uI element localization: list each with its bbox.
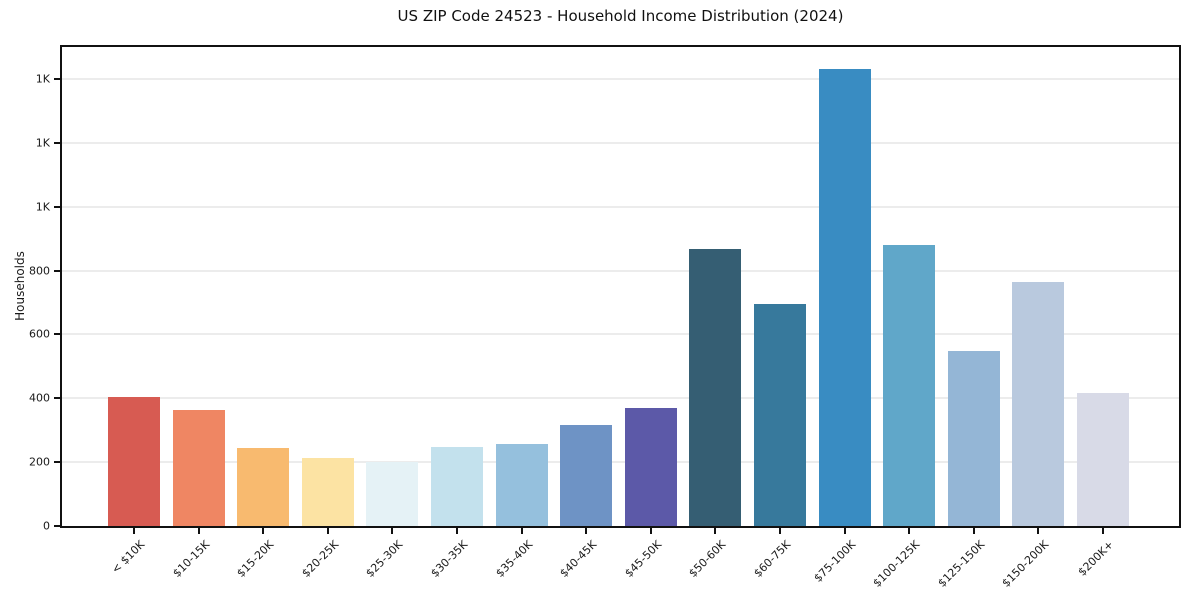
x-tick-label: $75-100K xyxy=(810,538,858,585)
y-gridline xyxy=(62,461,1179,464)
x-tick-mark xyxy=(456,528,458,534)
x-tick-mark xyxy=(908,528,911,534)
bar-20-25k xyxy=(301,457,354,526)
x-tick-label: $10-15K xyxy=(169,538,212,580)
x-tick-label: $125-150K xyxy=(935,538,987,590)
y-tick-label: 400 xyxy=(29,391,50,405)
x-tick-mark xyxy=(262,528,265,534)
y-tick-label: 1K xyxy=(35,200,50,214)
y-tick-label: 1K xyxy=(35,136,50,150)
x-tick-mark xyxy=(1102,528,1104,534)
y-tick-mark xyxy=(54,77,60,80)
chart-title: US ZIP Code 24523 - Household Income Dis… xyxy=(397,7,844,25)
y-tick-mark xyxy=(54,269,60,272)
x-tick-mark xyxy=(843,528,846,534)
y-gridline xyxy=(62,205,1179,208)
bar-35-40k xyxy=(495,444,548,526)
bar-40-45k xyxy=(560,425,613,526)
y-tick-label: 1K xyxy=(35,72,50,86)
y-tick-label: 800 xyxy=(29,264,50,278)
y-axis-label: Households xyxy=(13,251,27,321)
bar-15-20k xyxy=(237,448,290,526)
y-tick-label: 600 xyxy=(29,327,50,341)
y-gridline xyxy=(62,77,1179,80)
x-tick-label: $45-50K xyxy=(622,538,664,580)
bar-200k xyxy=(1077,392,1129,526)
x-tick-label: $15-20K xyxy=(234,538,277,580)
x-tick-mark xyxy=(779,528,781,534)
y-tick-mark xyxy=(54,397,60,400)
bar-125-150k xyxy=(947,351,1000,526)
x-tick-mark xyxy=(1037,528,1040,534)
y-tick-label: 0 xyxy=(43,519,50,533)
x-tick-mark xyxy=(520,528,523,534)
x-tick-label: < $10K xyxy=(109,538,148,577)
bar-30-35k xyxy=(431,447,483,526)
x-tick-mark xyxy=(391,528,394,534)
x-tick-label: $20-25K xyxy=(299,538,341,580)
y-gridline xyxy=(62,397,1179,400)
bar-25-30k xyxy=(366,461,419,526)
x-tick-label: $150-200K xyxy=(999,538,1052,590)
x-tick-mark xyxy=(649,528,652,534)
bar-50-60k xyxy=(689,248,742,526)
y-tick-mark xyxy=(54,525,60,527)
plot-area xyxy=(60,45,1181,528)
y-tick-mark xyxy=(54,333,60,336)
bar-10-15k xyxy=(172,410,225,526)
x-tick-label: $60-75K xyxy=(751,538,794,580)
x-tick-label: $50-60K xyxy=(686,538,729,580)
bar-45-50k xyxy=(624,407,677,526)
x-tick-mark xyxy=(197,528,200,534)
bar-60-75k xyxy=(754,303,806,526)
x-tick-mark xyxy=(133,528,135,534)
x-tick-mark xyxy=(972,528,975,534)
bar-10k xyxy=(108,396,160,526)
bar-150-200k xyxy=(1012,281,1065,526)
x-tick-label: $40-45K xyxy=(557,538,600,580)
x-tick-label: $100-125K xyxy=(870,538,923,590)
y-gridline xyxy=(62,333,1179,336)
x-tick-label: $200K+ xyxy=(1075,538,1117,579)
x-tick-mark xyxy=(585,528,588,534)
y-tick-mark xyxy=(54,141,60,144)
bar-100-125k xyxy=(883,245,936,526)
x-tick-label: $35-40K xyxy=(492,538,535,580)
y-tick-mark xyxy=(54,205,60,208)
bar-75-100k xyxy=(818,68,871,526)
y-tick-label: 200 xyxy=(29,455,50,469)
x-tick-label: $25-30K xyxy=(363,538,406,580)
y-tick-mark xyxy=(54,461,60,464)
x-tick-mark xyxy=(326,528,329,534)
x-tick-mark xyxy=(714,528,717,534)
y-gridline xyxy=(62,141,1179,144)
x-tick-label: $30-35K xyxy=(428,538,471,580)
y-gridline xyxy=(62,269,1179,272)
